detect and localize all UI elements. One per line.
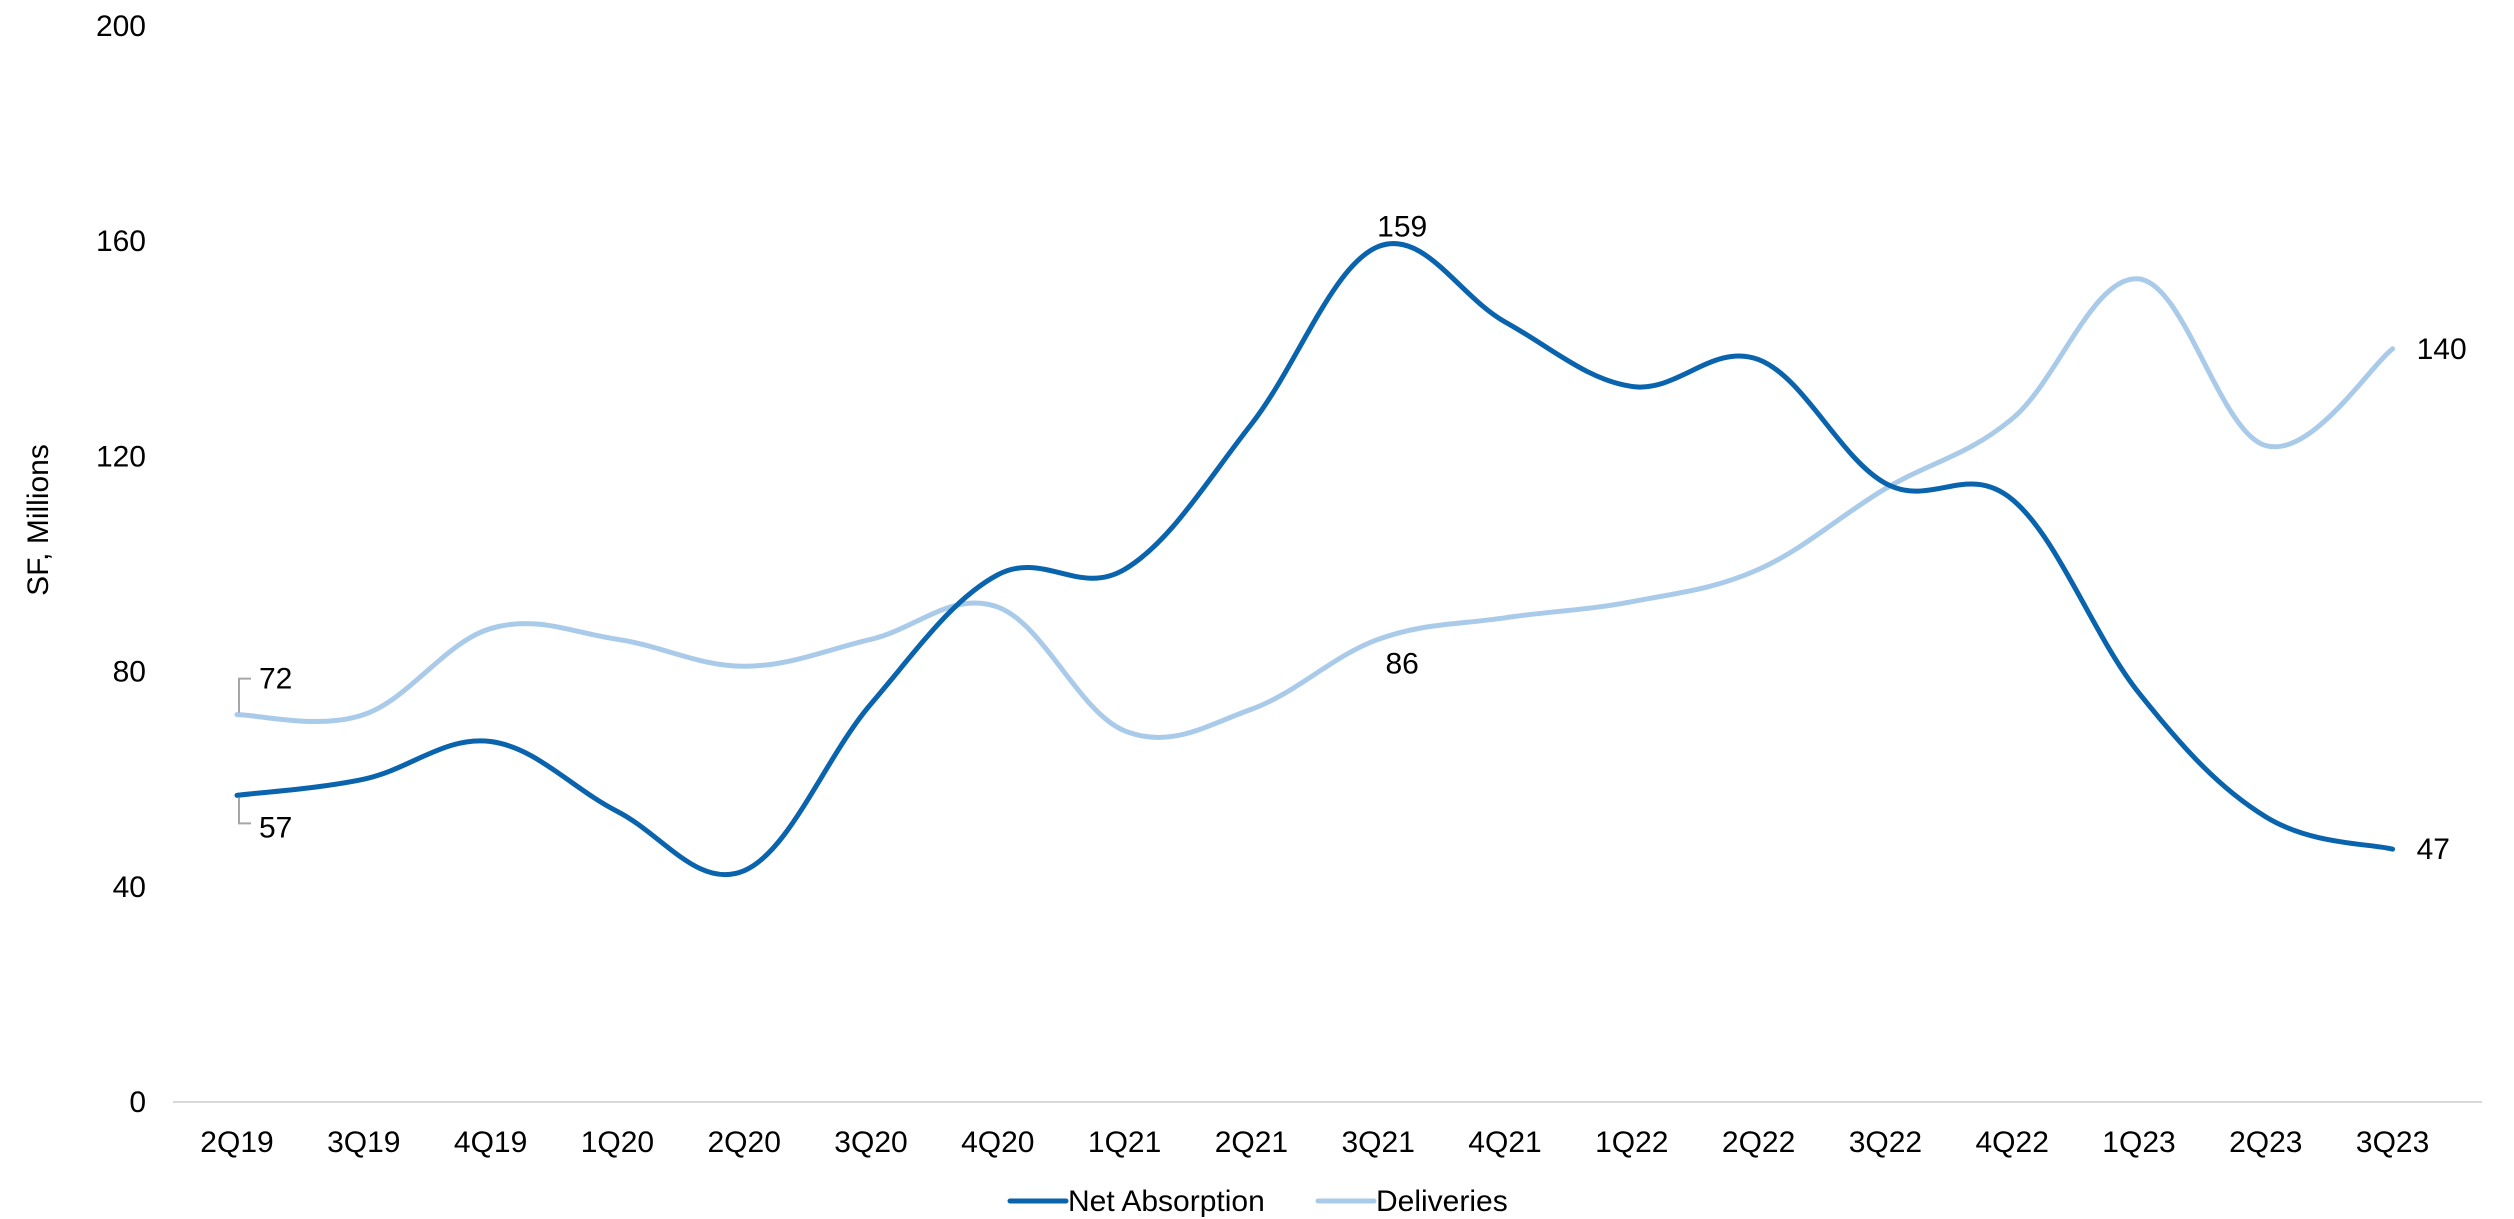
y-axis-ticks: 0 40 80 120 160 200: [96, 10, 146, 1119]
data-label: 57: [259, 811, 292, 844]
data-label: 140: [2417, 333, 2467, 366]
x-tick-label: 2Q19: [200, 1126, 273, 1159]
data-label-leader: [238, 677, 251, 713]
x-tick-label: 3Q22: [1849, 1126, 1922, 1159]
x-tick-label: 2Q22: [1722, 1126, 1795, 1159]
series-lines: [234, 241, 2396, 878]
legend-label: Deliveries: [1376, 1185, 1508, 1218]
y-tick-label: 80: [113, 656, 146, 689]
y-tick-label: 120: [96, 440, 146, 473]
y-tick-label: 160: [96, 225, 146, 258]
data-label: 86: [1386, 647, 1419, 680]
x-tick-label: 4Q21: [1468, 1126, 1541, 1159]
y-tick-label: 0: [129, 1086, 146, 1119]
x-tick-label: 3Q20: [834, 1126, 907, 1159]
legend: Net Absorption Deliveries: [1007, 1185, 1508, 1218]
data-label-leader: [238, 797, 251, 825]
legend-label: Net Absorption: [1068, 1185, 1265, 1218]
x-tick-label: 2Q20: [708, 1126, 781, 1159]
x-tick-label: 3Q19: [327, 1126, 400, 1159]
series-line-net-absorption: [234, 241, 2396, 878]
x-tick-label: 4Q22: [1976, 1126, 2049, 1159]
x-tick-label: 1Q23: [2102, 1126, 2175, 1159]
x-tick-label: 1Q22: [1595, 1126, 1668, 1159]
x-axis-ticks: 2Q19 3Q19 4Q19 1Q20 2Q20 3Q20 4Q20 1Q21 2Q21 3Q21…: [200, 1126, 2429, 1159]
series-line-deliveries: [234, 276, 2396, 740]
y-axis-title: SF, Millions: [22, 444, 55, 596]
x-tick-label: 4Q20: [961, 1126, 1034, 1159]
x-tick-label: 2Q21: [1215, 1126, 1288, 1159]
y-tick-label: 40: [113, 871, 146, 904]
data-label: 72: [259, 663, 292, 696]
data-labels: 57 159 47 72 86 140: [238, 211, 2467, 866]
y-tick-label: 200: [96, 10, 146, 43]
data-label: 159: [1377, 211, 1427, 244]
data-label: 47: [2417, 833, 2450, 866]
x-tick-label: 4Q19: [454, 1126, 527, 1159]
x-tick-label: 3Q21: [1342, 1126, 1415, 1159]
x-tick-label: 1Q21: [1088, 1126, 1161, 1159]
x-tick-label: 3Q23: [2356, 1126, 2429, 1159]
x-tick-label: 1Q20: [581, 1126, 654, 1159]
x-tick-label: 2Q23: [2229, 1126, 2302, 1159]
